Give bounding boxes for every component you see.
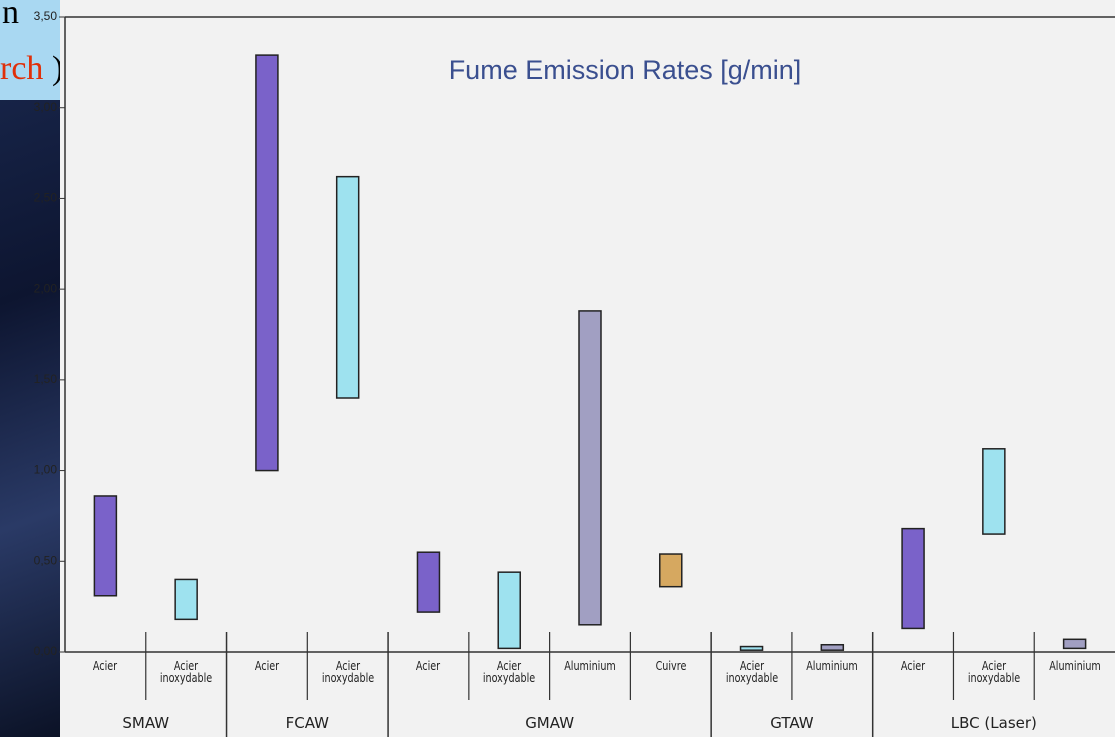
- x-tick-label: Aluminium: [560, 660, 619, 672]
- bar: [983, 449, 1005, 534]
- bar: [902, 529, 924, 629]
- bar: [94, 496, 116, 596]
- group-label: GMAW: [470, 714, 630, 732]
- bar: [821, 645, 843, 650]
- page: n rch ) Fume Emission Rates [g/min] 0,00…: [0, 0, 1115, 737]
- y-tick-label: 0,00: [34, 644, 58, 658]
- x-tick-label: Acier inoxydable: [480, 660, 539, 684]
- bar: [1064, 639, 1086, 648]
- bar: [660, 554, 682, 587]
- y-tick-label: 2,00: [34, 281, 58, 295]
- y-tick-label: 1,50: [34, 372, 58, 386]
- x-tick-label: Acier: [883, 660, 942, 672]
- y-tick-label: 0,50: [34, 553, 58, 567]
- group-label: SMAW: [66, 714, 226, 732]
- chart: Fume Emission Rates [g/min] 0,00 0,50 1,00…: [0, 0, 1115, 737]
- group-label: FCAW: [227, 714, 387, 732]
- y-tick-label: 2,50: [34, 191, 58, 205]
- bar: [175, 579, 197, 619]
- x-tick-label: Acier: [76, 660, 135, 672]
- x-tick-label: Acier inoxydable: [722, 660, 781, 684]
- x-tick-label: Acier inoxydable: [157, 660, 216, 684]
- group-label: LBC (Laser): [914, 714, 1074, 732]
- x-tick-label: Aluminium: [803, 660, 862, 672]
- chart-title: Fume Emission Rates [g/min]: [449, 55, 802, 85]
- bar: [417, 552, 439, 612]
- y-tick-label: 1,00: [34, 463, 58, 477]
- bar: [337, 177, 359, 398]
- x-tick-label: Acier inoxydable: [318, 660, 377, 684]
- x-tick-label: Cuivre: [641, 660, 700, 672]
- x-tick-label: Acier: [399, 660, 458, 672]
- bar: [741, 647, 763, 651]
- x-tick-label: Acier: [237, 660, 296, 672]
- x-tick-label: Acier inoxydable: [964, 660, 1023, 684]
- bar: [579, 311, 601, 625]
- bar: [256, 55, 278, 470]
- bar: [498, 572, 520, 648]
- x-tick-label: Aluminium: [1045, 660, 1104, 672]
- group-label: GTAW: [712, 714, 872, 732]
- y-tick-label: 3,50: [34, 9, 58, 23]
- y-tick-label: 3,00: [34, 100, 58, 114]
